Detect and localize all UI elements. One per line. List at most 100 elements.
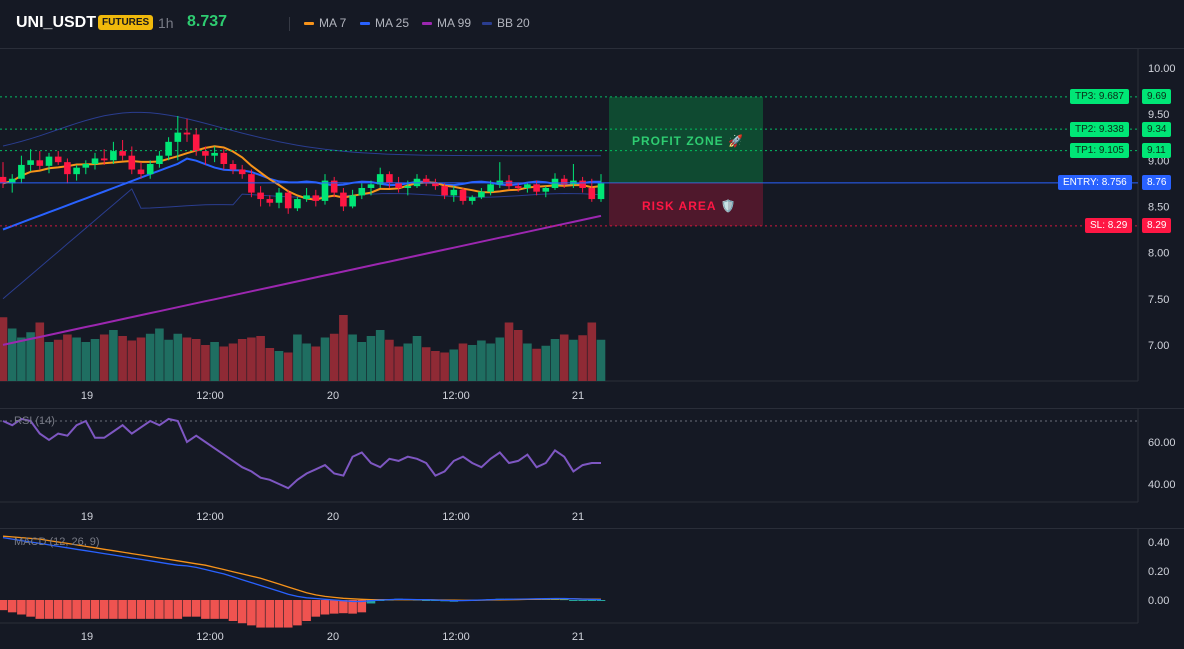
rsi-time-label: 20 — [327, 511, 339, 523]
rsi-panel[interactable]: 60.00 40.00 19 12:00 20 12:00 21 — [0, 409, 1184, 528]
legend-ma99[interactable]: MA 99 — [422, 16, 471, 30]
candle-body — [27, 160, 34, 165]
macd-histogram-bar — [127, 600, 137, 619]
candle-body — [450, 189, 458, 196]
volume-bar — [523, 343, 532, 381]
volume-bar — [155, 328, 164, 381]
candle-body — [487, 184, 494, 192]
timeframe-label[interactable]: 1h — [158, 15, 174, 31]
macd-histogram-bar — [265, 600, 275, 628]
macd-histogram-bar — [99, 600, 109, 619]
symbol-name[interactable]: UNI_USDT — [16, 14, 97, 31]
price-tick-label: 7.50 — [1148, 294, 1169, 306]
futures-badge: FUTURES — [98, 15, 154, 30]
tp1-axis-tag: 9.11 — [1142, 143, 1171, 158]
rsi-time-label: 19 — [81, 511, 93, 523]
macd-histogram-bar — [311, 600, 321, 617]
macd-histogram-bar — [578, 600, 587, 601]
candle-body — [248, 174, 255, 193]
tp2-tag: TP2: 9.338 — [1070, 122, 1129, 137]
volume-bar — [329, 333, 339, 381]
candle-body — [73, 167, 80, 175]
volume-bar — [7, 328, 17, 381]
chart-header: UNI_USDT FUTURES 1h 8.737 MA 7 MA 25 MA … — [0, 0, 1184, 48]
macd-main-line — [2, 536, 602, 603]
time-tick-label: 12:00 — [442, 390, 470, 402]
legend-ma25[interactable]: MA 25 — [360, 16, 409, 30]
volume-bar — [63, 334, 72, 381]
sl-tag: SL: 8.29 — [1085, 218, 1133, 233]
tp3-tag: TP3: 9.687 — [1070, 89, 1129, 104]
price-chart[interactable]: 10.00 9.50 9.00 8.50 8.00 7.50 7.00 19 12:00 20 12… — [0, 48, 1184, 408]
candle-body — [156, 155, 163, 164]
macd-histogram-bar — [109, 600, 118, 619]
candle-body — [422, 178, 430, 184]
header-border — [0, 48, 1184, 49]
macd-histogram-bar — [320, 600, 330, 615]
rsi-line — [2, 417, 601, 490]
volume-bar — [44, 342, 54, 381]
profit-zone-label: PROFIT ZONE 🚀 — [632, 134, 744, 148]
price-tick-label: 10.00 — [1148, 63, 1176, 75]
volume-bar — [431, 351, 440, 381]
macd-histogram-bar — [155, 600, 164, 619]
legend-label: MA 7 — [319, 16, 347, 30]
candle-body — [284, 192, 292, 209]
volume-bar — [587, 322, 597, 381]
macd-time-label: 19 — [81, 631, 93, 643]
volume-bar — [421, 347, 431, 381]
shield-icon: 🛡️ — [720, 199, 737, 213]
candle-body — [8, 178, 16, 184]
volume-bar — [385, 339, 394, 381]
candle-body — [211, 152, 218, 156]
legend-ma7[interactable]: MA 7 — [304, 16, 346, 30]
risk-zone-box — [609, 182, 763, 226]
ma25-swatch — [360, 21, 370, 25]
entry-axis-tag: 8.76 — [1142, 175, 1172, 190]
candle-body — [110, 151, 117, 161]
price-tick-label: 8.00 — [1148, 248, 1169, 260]
last-price: 8.737 — [187, 13, 228, 30]
candle-body — [524, 184, 531, 188]
volume-bar — [81, 342, 91, 381]
legend-bb20[interactable]: BB 20 — [482, 16, 530, 30]
macd-histogram-bar — [587, 600, 597, 601]
macd-histogram-bar — [145, 600, 155, 619]
macd-histogram-bar — [421, 600, 431, 601]
volume-bar — [274, 351, 284, 381]
volume-bar — [191, 339, 201, 381]
candle-body — [349, 195, 356, 207]
volume-bar — [118, 336, 127, 381]
candle-body — [128, 155, 136, 170]
candle-body — [505, 180, 513, 187]
candle-body — [119, 151, 126, 156]
ma25-line — [2, 157, 602, 231]
profit-zone-text: PROFIT ZONE — [632, 134, 724, 148]
macd-histogram-bar — [247, 600, 256, 626]
macd-histogram-bar — [569, 600, 578, 601]
volume-bar — [366, 336, 376, 381]
macd-histogram-bar — [366, 600, 376, 604]
macd-histogram-bar — [44, 600, 54, 619]
macd-panel[interactable]: 0.40 0.20 0.00 19 12:00 20 12:00 21 — [0, 529, 1184, 649]
macd-histogram-bar — [357, 600, 367, 613]
macd-histogram-bar — [81, 600, 91, 619]
macd-histogram-bar — [237, 600, 247, 624]
volume-bar — [578, 335, 587, 381]
volume-bar — [467, 345, 477, 381]
volume-bar — [302, 343, 311, 381]
macd-histogram-bar — [348, 600, 357, 614]
candle-body — [478, 191, 485, 198]
volume-bar — [311, 346, 321, 381]
macd-histogram-bar — [210, 600, 219, 619]
volume-bar — [559, 334, 569, 381]
volume-bar — [477, 340, 486, 381]
macd-title: MACD (12, 26, 9) — [14, 536, 100, 548]
macd-histogram-bar — [90, 600, 100, 619]
volume-bar — [403, 343, 413, 381]
candle-body — [551, 178, 559, 188]
volume-bar — [90, 339, 100, 381]
candle-body — [588, 187, 596, 200]
candle-body — [303, 195, 310, 200]
candle-body — [294, 199, 301, 209]
